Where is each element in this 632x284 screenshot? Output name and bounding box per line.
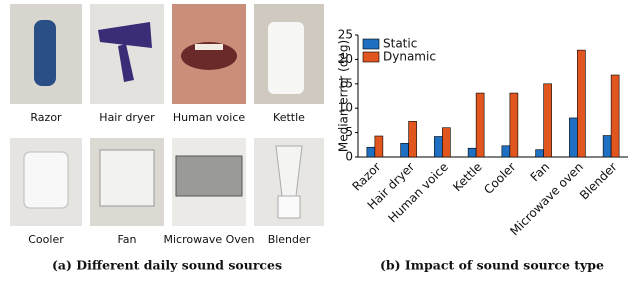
legend-label: Static <box>383 37 417 51</box>
bar <box>544 84 552 157</box>
bar <box>510 93 518 157</box>
bar <box>409 121 417 157</box>
y-tick-label: 25 <box>338 28 353 42</box>
razor-shape <box>34 20 56 86</box>
photo-label: Hair dryer <box>99 111 155 124</box>
y-tick-label: 20 <box>338 52 353 66</box>
teeth-shape <box>195 44 223 50</box>
kettle-shape <box>268 22 304 94</box>
y-tick-label: 5 <box>345 125 353 139</box>
y-tick-label: 0 <box>345 150 353 164</box>
bar <box>569 118 577 157</box>
fan-shape <box>100 150 154 206</box>
photo-label: Razor <box>30 111 62 124</box>
legend-swatch <box>363 52 379 62</box>
microwave-shape <box>176 156 242 196</box>
cooler-shape <box>24 152 68 208</box>
bar <box>577 50 585 157</box>
bar <box>611 75 619 157</box>
caption-a: (a) Different daily sound sources <box>52 258 282 273</box>
bar <box>603 136 611 157</box>
legend-swatch <box>363 39 379 49</box>
photo-label: Fan <box>117 233 136 246</box>
bar <box>476 93 484 157</box>
bar <box>468 148 476 157</box>
bar <box>401 143 409 157</box>
figure: (a) Different daily sound sources (b) Im… <box>0 0 632 280</box>
photo-label: Human voice <box>173 111 246 124</box>
bar <box>434 137 442 157</box>
x-tick-label: Blender <box>577 160 620 203</box>
photo-label: Blender <box>268 233 311 246</box>
bar <box>367 147 375 157</box>
photo-label: Microwave Oven <box>163 233 254 246</box>
photo-label: Cooler <box>28 233 64 246</box>
x-tick-label: Human voice <box>385 160 451 226</box>
bar <box>502 146 510 157</box>
bar <box>536 150 544 157</box>
y-tick-label: 10 <box>338 101 353 115</box>
caption-b: (b) Impact of sound source type <box>380 258 604 273</box>
bar <box>442 128 450 157</box>
bar <box>375 136 383 157</box>
legend-label: Dynamic <box>383 50 436 64</box>
x-tick-label: Cooler <box>481 160 518 197</box>
x-tick-label: Fan <box>528 160 553 185</box>
photo-label: Kettle <box>273 111 305 124</box>
y-tick-label: 15 <box>338 76 353 90</box>
x-tick-label: Kettle <box>450 160 484 194</box>
blender-base <box>278 196 300 218</box>
